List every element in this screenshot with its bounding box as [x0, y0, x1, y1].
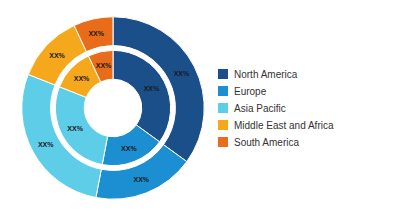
svg-text:XX%: XX% [121, 145, 137, 152]
svg-text:XX%: XX% [88, 30, 104, 37]
html-text:South America: South America [234, 136, 299, 148]
svg-text:XX%: XX% [144, 85, 160, 92]
html-text:North America: North America [234, 68, 298, 80]
svg-text:XX%: XX% [38, 141, 54, 148]
svg-text:XX%: XX% [74, 75, 90, 82]
svg-text:XX%: XX% [49, 52, 65, 59]
svg-text:XX%: XX% [67, 125, 83, 132]
svg-text:XX%: XX% [174, 70, 190, 77]
svg-text:XX%: XX% [133, 176, 149, 183]
html-text:Europe: Europe [234, 85, 267, 97]
html-text:Asia Pacific: Asia Pacific [234, 102, 286, 114]
html-text:Middle East and Africa: Middle East and Africa [234, 119, 334, 131]
svg-text:XX%: XX% [96, 62, 112, 69]
